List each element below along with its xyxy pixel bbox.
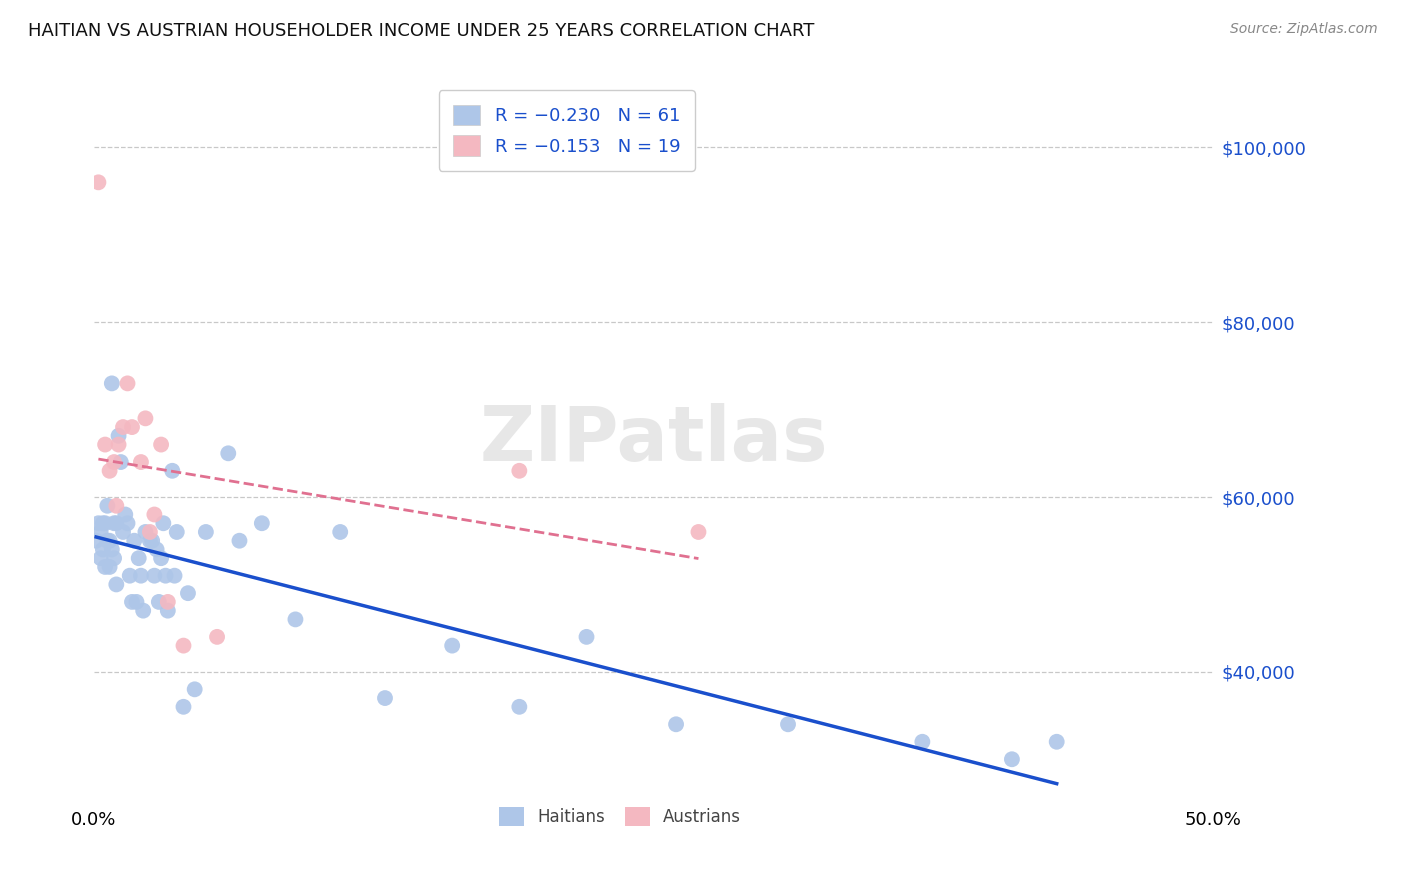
Point [125, 595, 148, 609]
Text: ZIPatlas: ZIPatlas [479, 403, 828, 477]
Point [103, 455, 125, 469]
Point [84, 533, 107, 548]
Point [96, 499, 118, 513]
Point [112, 420, 135, 434]
Point [98, 464, 121, 478]
Point [217, 446, 239, 460]
Point [1001, 752, 1024, 766]
Point [105, 577, 128, 591]
Point [508, 464, 530, 478]
Point [173, 699, 195, 714]
Point [508, 699, 530, 714]
Point [143, 508, 166, 522]
Point [162, 464, 184, 478]
Point [1046, 735, 1069, 749]
Point [94, 560, 117, 574]
Point [101, 542, 124, 557]
Point [129, 455, 152, 469]
Point [103, 551, 125, 566]
Point [575, 630, 598, 644]
Point [665, 717, 688, 731]
Point [228, 533, 250, 548]
Point [374, 691, 396, 706]
Legend: Haitians, Austrians: Haitians, Austrians [491, 798, 749, 835]
Point [776, 717, 799, 731]
Point [150, 551, 173, 566]
Point [121, 420, 143, 434]
Point [105, 516, 128, 531]
Point [148, 595, 170, 609]
Point [121, 595, 143, 609]
Point [177, 586, 200, 600]
Point [87, 516, 110, 531]
Point [112, 524, 135, 539]
Point [128, 551, 150, 566]
Point [117, 376, 139, 391]
Point [132, 604, 155, 618]
Point [145, 542, 167, 557]
Point [90, 524, 112, 539]
Point [118, 568, 141, 582]
Point [101, 376, 124, 391]
Point [107, 437, 129, 451]
Point [87, 175, 110, 189]
Point [91, 516, 114, 531]
Point [166, 524, 188, 539]
Point [143, 568, 166, 582]
Point [152, 516, 174, 531]
Text: HAITIAN VS AUSTRIAN HOUSEHOLDER INCOME UNDER 25 YEARS CORRELATION CHART: HAITIAN VS AUSTRIAN HOUSEHOLDER INCOME U… [28, 22, 814, 40]
Point [150, 437, 173, 451]
Point [139, 533, 162, 548]
Point [129, 568, 152, 582]
Point [163, 568, 186, 582]
Point [205, 630, 228, 644]
Point [94, 437, 117, 451]
Point [139, 524, 162, 539]
Point [105, 499, 128, 513]
Point [107, 429, 129, 443]
Text: Source: ZipAtlas.com: Source: ZipAtlas.com [1230, 22, 1378, 37]
Point [688, 524, 710, 539]
Point [141, 533, 163, 548]
Point [94, 516, 117, 531]
Point [156, 595, 179, 609]
Point [114, 508, 136, 522]
Point [250, 516, 273, 531]
Point [91, 542, 114, 557]
Point [90, 551, 112, 566]
Point [134, 411, 156, 425]
Point [110, 455, 132, 469]
Point [98, 533, 121, 548]
Point [155, 568, 177, 582]
Point [284, 612, 307, 626]
Point [173, 639, 195, 653]
Point [156, 604, 179, 618]
Point [194, 524, 217, 539]
Point [134, 524, 156, 539]
Point [441, 639, 464, 653]
Point [103, 516, 125, 531]
Point [117, 516, 139, 531]
Point [329, 524, 352, 539]
Point [183, 682, 205, 697]
Point [96, 533, 118, 548]
Point [122, 533, 145, 548]
Point [911, 735, 934, 749]
Point [98, 560, 121, 574]
